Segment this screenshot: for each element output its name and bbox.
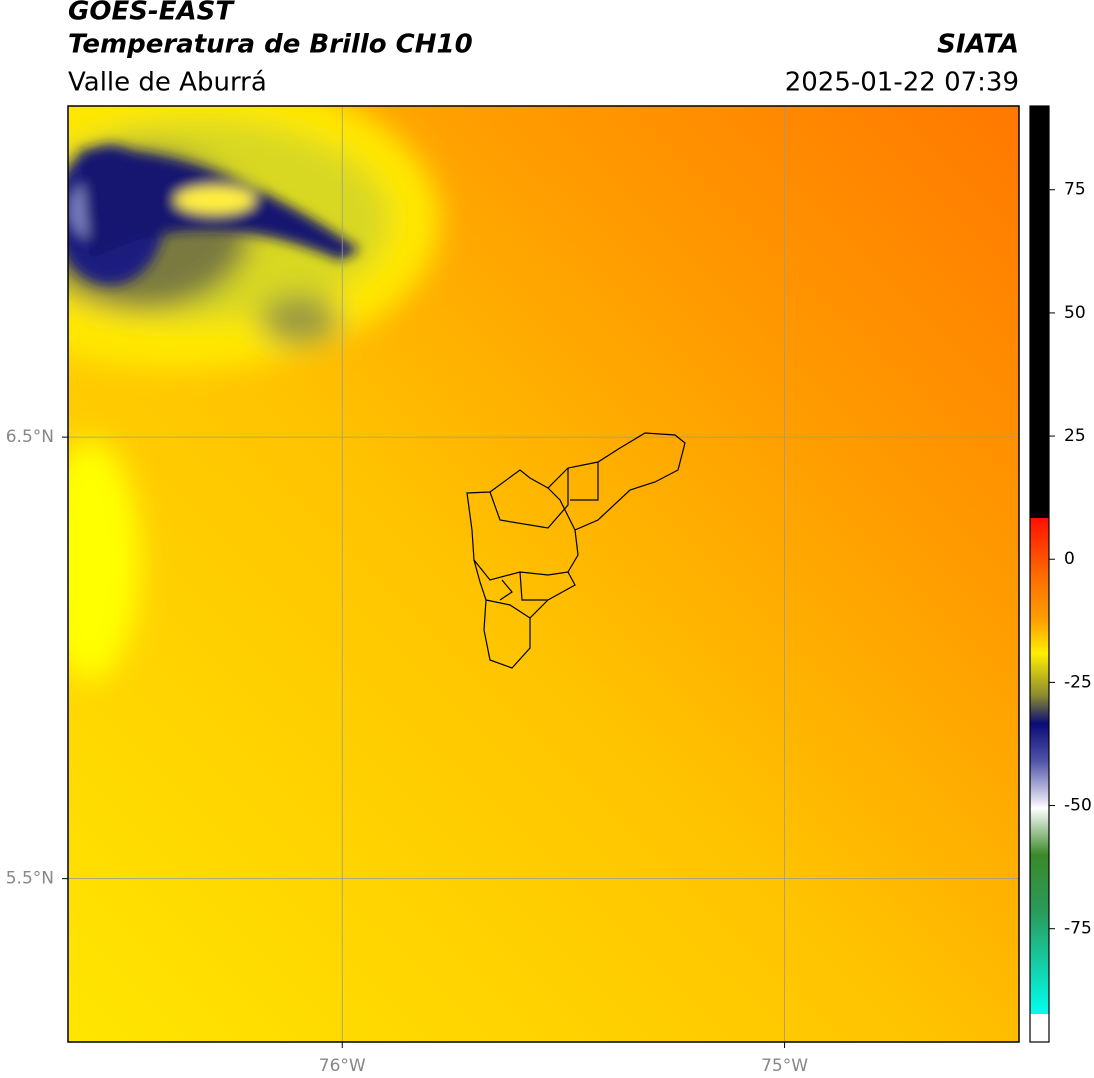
valle-aburra-boundary [466, 432, 686, 669]
colorbar-tick-label: 75 [1064, 180, 1086, 200]
colorbar-tick-label: -25 [1064, 672, 1092, 692]
brightness-field [68, 106, 1019, 1042]
colorbar-tick-label: 50 [1064, 303, 1086, 323]
lon-tick-label: 75°W [761, 1056, 808, 1076]
region: Valle de Aburrá [68, 68, 267, 98]
colorbar-tick-label: 0 [1064, 549, 1075, 569]
colorbar-tick-label: 25 [1064, 426, 1086, 446]
title: GOES-EAST [68, 0, 235, 27]
graticule [68, 106, 1019, 1042]
map-frame [67, 105, 1020, 1043]
colorbar-tick-label: -50 [1064, 796, 1092, 816]
lon-tick-label: 76°W [319, 1056, 366, 1076]
lat-tick-label: 6.5°N [6, 427, 54, 447]
source: SIATA [937, 30, 1019, 60]
colorbar-tick-label: -75 [1064, 919, 1092, 939]
lat-tick-label: 5.5°N [6, 869, 54, 889]
datetime: 2025-01-22 07:39 [785, 68, 1019, 98]
colorbar [1029, 105, 1050, 1043]
subtitle: Temperatura de Brillo CH10 [68, 30, 473, 60]
